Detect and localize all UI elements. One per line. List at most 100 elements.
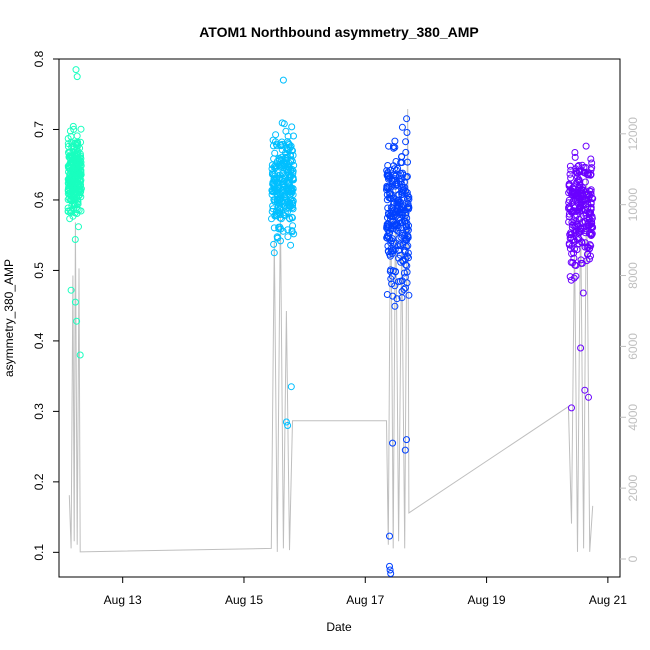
data-point — [575, 215, 583, 223]
secondary-line — [68, 108, 594, 553]
data-point — [279, 156, 287, 164]
data-point-outlier — [67, 286, 75, 294]
data-point — [400, 285, 408, 293]
data-point — [277, 176, 285, 184]
data-point — [68, 158, 76, 166]
data-point — [569, 184, 577, 192]
data-point — [383, 182, 391, 190]
data-point — [388, 213, 396, 221]
data-point-outlier — [73, 317, 81, 325]
data-point — [77, 188, 85, 196]
data-point — [276, 157, 283, 165]
data-point — [272, 131, 280, 139]
data-point — [403, 252, 411, 260]
data-point — [384, 220, 392, 228]
data-point-outlier — [72, 66, 80, 74]
data-point — [572, 222, 580, 230]
series-4 — [565, 142, 597, 412]
data-point — [284, 233, 292, 241]
data-point — [286, 151, 294, 159]
data-point — [584, 171, 591, 179]
x-tick-label: Aug 19 — [468, 593, 506, 607]
data-point — [397, 169, 405, 177]
data-point — [573, 192, 581, 200]
data-point — [405, 291, 413, 299]
data-point — [71, 236, 79, 243]
data-point — [71, 164, 79, 172]
data-point — [405, 222, 412, 230]
data-point — [288, 228, 296, 236]
y-tick-label: 0.4 — [32, 332, 46, 349]
data-point — [75, 223, 82, 231]
data-point — [571, 149, 579, 156]
y-tick-label: 0.3 — [32, 403, 46, 420]
data-point — [571, 153, 579, 161]
data-point — [386, 194, 394, 202]
data-point — [402, 261, 410, 269]
data-point — [403, 225, 411, 233]
data-point — [587, 171, 595, 179]
data-point — [584, 199, 592, 207]
data-point — [403, 173, 411, 180]
series-3 — [383, 115, 413, 577]
x-tick-label: Aug 17 — [346, 593, 384, 607]
data-point — [587, 155, 595, 163]
data-point — [400, 269, 408, 277]
data-point — [284, 208, 291, 216]
data-point — [398, 209, 406, 217]
data-point — [395, 247, 403, 254]
y2-tick-label: 0 — [626, 555, 640, 562]
data-point-outlier — [282, 418, 290, 426]
data-point — [577, 259, 585, 267]
data-point — [565, 213, 573, 221]
data-point — [585, 230, 593, 237]
data-point-outlier — [284, 422, 292, 429]
y-tick-label: 0.5 — [32, 262, 46, 279]
data-point — [77, 162, 85, 170]
data-point — [569, 259, 577, 267]
data-point — [385, 175, 392, 183]
axes: Aug 13 Aug 15 Aug 17 Aug 19 Aug 21 0.1 0.2 0.3 0… — [32, 50, 640, 607]
data-point-outlier — [581, 386, 589, 394]
data-point — [383, 291, 391, 298]
data-point — [567, 174, 575, 182]
data-point — [399, 187, 407, 195]
data-point — [583, 214, 591, 222]
data-point-outlier — [279, 76, 287, 84]
x-tick-label: Aug 21 — [589, 593, 627, 607]
data-point — [566, 170, 574, 178]
data-point — [398, 153, 405, 161]
data-point — [577, 227, 585, 235]
data-point-outlier — [568, 404, 575, 412]
data-point — [570, 274, 578, 282]
data-point — [391, 137, 399, 145]
data-point — [398, 229, 406, 237]
data-point — [64, 162, 72, 170]
data-point — [570, 183, 578, 191]
data-point — [391, 165, 398, 173]
data-point — [284, 163, 292, 171]
data-points — [64, 66, 597, 577]
data-point-outlier — [387, 570, 395, 577]
data-point — [392, 268, 399, 276]
y-tick-label: 0.8 — [32, 50, 46, 67]
data-point — [585, 218, 593, 226]
data-point — [284, 139, 292, 147]
data-point — [279, 181, 287, 189]
data-point — [284, 146, 292, 154]
data-point — [566, 205, 574, 213]
data-point-outlier — [403, 436, 410, 444]
data-point — [383, 186, 390, 194]
data-point — [579, 224, 587, 232]
data-point — [71, 139, 79, 147]
data-point — [277, 215, 285, 223]
data-point — [276, 205, 284, 213]
data-point — [395, 191, 403, 199]
data-point — [272, 140, 280, 148]
data-point — [405, 195, 413, 203]
data-point — [570, 254, 578, 262]
y-tick-label: 0.2 — [32, 473, 46, 490]
data-point — [395, 196, 403, 204]
data-point — [572, 167, 580, 175]
data-point — [69, 186, 77, 194]
